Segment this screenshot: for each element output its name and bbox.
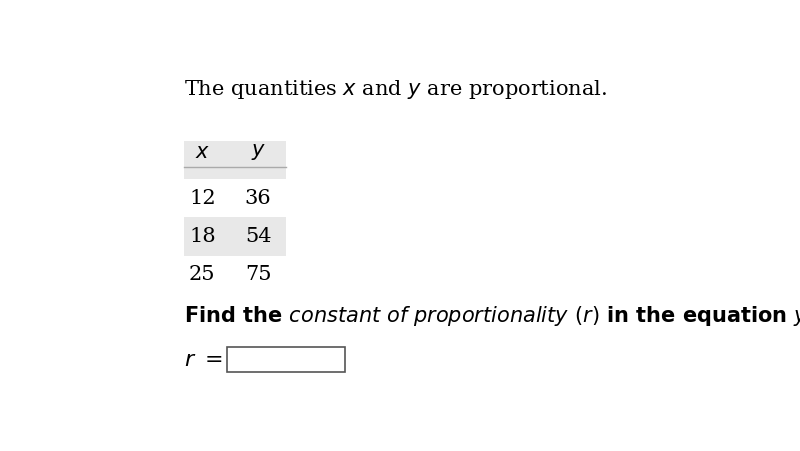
Text: $y$: $y$ — [250, 143, 266, 162]
FancyBboxPatch shape — [184, 217, 286, 256]
Text: Find the $\it{constant\ of\ proportionality}$ $(r)$ in the equation $y = rx$.: Find the $\it{constant\ of\ proportional… — [184, 304, 800, 328]
FancyBboxPatch shape — [184, 141, 286, 179]
Text: $r\ =$: $r\ =$ — [184, 349, 222, 371]
Text: 36: 36 — [245, 189, 271, 208]
Text: 25: 25 — [189, 265, 215, 284]
Text: 18: 18 — [189, 227, 216, 246]
Text: The quantities $x$ and $y$ are proportional.: The quantities $x$ and $y$ are proportio… — [184, 78, 606, 101]
Text: 54: 54 — [245, 227, 271, 246]
Text: 75: 75 — [245, 265, 271, 284]
Text: 12: 12 — [189, 189, 216, 208]
FancyBboxPatch shape — [227, 347, 345, 372]
Text: $x$: $x$ — [194, 143, 210, 162]
